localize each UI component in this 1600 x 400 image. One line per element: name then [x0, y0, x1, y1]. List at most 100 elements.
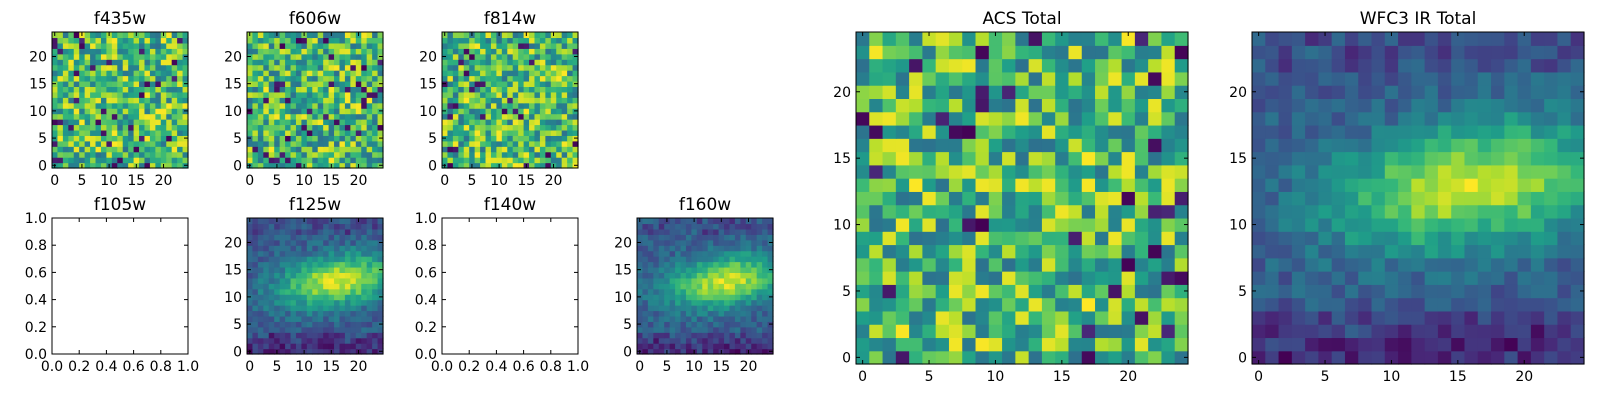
heatmap-cell: [344, 53, 351, 60]
heatmap-cell: [642, 272, 649, 279]
heatmap-cell: [664, 277, 671, 284]
heatmap-cell: [1544, 164, 1559, 179]
heatmap-cell: [556, 151, 563, 158]
heatmap-cell: [247, 97, 254, 104]
heatmap-cell: [729, 228, 736, 235]
heatmap-cell: [257, 283, 264, 290]
heatmap-cell: [73, 102, 80, 109]
heatmap-cell: [290, 102, 297, 109]
heatmap-cell: [160, 53, 167, 60]
heatmap-cell: [685, 288, 692, 295]
heatmap-cell: [1081, 164, 1096, 179]
heatmap-cell: [171, 80, 178, 87]
heatmap-cell: [696, 256, 703, 263]
heatmap-cell: [496, 80, 503, 87]
heatmap-cell: [252, 343, 259, 350]
heatmap-cell: [539, 113, 546, 120]
heatmap-cell: [306, 261, 313, 268]
heatmap-cell: [117, 102, 124, 109]
heatmap-cell: [377, 129, 384, 136]
heatmap-cell: [1557, 244, 1572, 259]
heatmap-cell: [561, 146, 568, 153]
heatmap-cell: [518, 80, 525, 87]
heatmap-cell: [447, 119, 454, 126]
heatmap-cell: [312, 250, 319, 257]
heatmap-cell: [257, 157, 264, 164]
heatmap-cell: [111, 80, 118, 87]
heatmap-cell: [1134, 32, 1149, 46]
heatmap-cell: [922, 337, 937, 352]
heatmap-cell: [756, 299, 763, 306]
heatmap-cell: [1134, 257, 1149, 272]
heatmap-cell: [372, 108, 379, 115]
heatmap-cell: [1437, 111, 1452, 126]
heatmap-cell: [247, 272, 254, 279]
heatmap-cell: [355, 102, 362, 109]
heatmap-cell: [1278, 85, 1293, 99]
heatmap-cell: [1081, 350, 1096, 365]
heatmap-cell: [312, 218, 319, 225]
heatmap-cell: [507, 135, 514, 142]
heatmap-cell: [295, 86, 302, 93]
heatmap-cell: [323, 59, 330, 66]
heatmap-cell: [328, 48, 335, 55]
heatmap-cell: [1530, 32, 1545, 46]
heatmap-cell: [685, 228, 692, 235]
heatmap-cell: [485, 37, 492, 44]
heatmap-cell: [312, 108, 319, 115]
x-tick-label: 5: [77, 173, 86, 189]
heatmap-cell: [707, 223, 714, 230]
heatmap-cell: [317, 348, 324, 355]
heatmap-cell: [762, 228, 769, 235]
heatmap-cell: [469, 135, 476, 142]
heatmap-cell: [344, 129, 351, 136]
heatmap-cell: [734, 288, 741, 295]
heatmap-cell: [79, 140, 86, 147]
heatmap-cell: [285, 343, 292, 350]
heatmap-cell: [572, 151, 579, 158]
heatmap-cell: [1291, 178, 1306, 192]
heatmap-cell: [1174, 271, 1189, 285]
heatmap-cell: [328, 250, 335, 257]
heatmap-cell: [263, 70, 270, 77]
heatmap-cell: [1174, 58, 1189, 73]
heatmap-cell: [1331, 350, 1346, 365]
heatmap-cell: [653, 256, 660, 263]
heatmap-cell: [1174, 85, 1189, 99]
heatmap-cell: [745, 277, 752, 284]
heatmap-cell: [257, 299, 264, 306]
heatmap-cell: [1530, 71, 1545, 86]
heatmap-cell: [290, 218, 297, 225]
heatmap-cell: [312, 157, 319, 164]
heatmap-cell: [1424, 191, 1439, 206]
heatmap-cell: [713, 218, 720, 225]
heatmap-cell: [869, 32, 884, 46]
heatmap-cell: [62, 108, 69, 115]
heatmap-cell: [691, 310, 698, 317]
heatmap-cell: [518, 91, 525, 98]
heatmap-cell: [166, 48, 173, 55]
heatmap-cell: [295, 97, 302, 104]
heatmap-cell: [1398, 217, 1412, 232]
heatmap-cell: [252, 119, 259, 126]
heatmap-cell: [1517, 297, 1532, 312]
heatmap-cell: [128, 91, 135, 98]
heatmap-cell: [669, 266, 676, 273]
heatmap-cell: [480, 140, 487, 147]
heatmap-cell: [1437, 191, 1452, 206]
heatmap-cell: [696, 250, 703, 257]
heatmap-cell: [740, 299, 747, 306]
heatmap-cell: [1134, 111, 1149, 126]
chart-title-f125w: f125w: [289, 195, 341, 215]
heatmap-cell: [1530, 231, 1545, 246]
heatmap-cell: [675, 256, 682, 263]
heatmap-cell: [869, 191, 884, 206]
heatmap-cell: [268, 256, 275, 263]
heatmap-cell: [247, 228, 254, 235]
heatmap-cell: [1161, 204, 1176, 219]
x-tick-label: 0.4: [95, 359, 117, 375]
heatmap-cell: [561, 113, 568, 120]
x-tick-label: 15: [1053, 369, 1071, 385]
heatmap-cell: [377, 283, 384, 290]
heatmap-cell: [290, 75, 297, 82]
